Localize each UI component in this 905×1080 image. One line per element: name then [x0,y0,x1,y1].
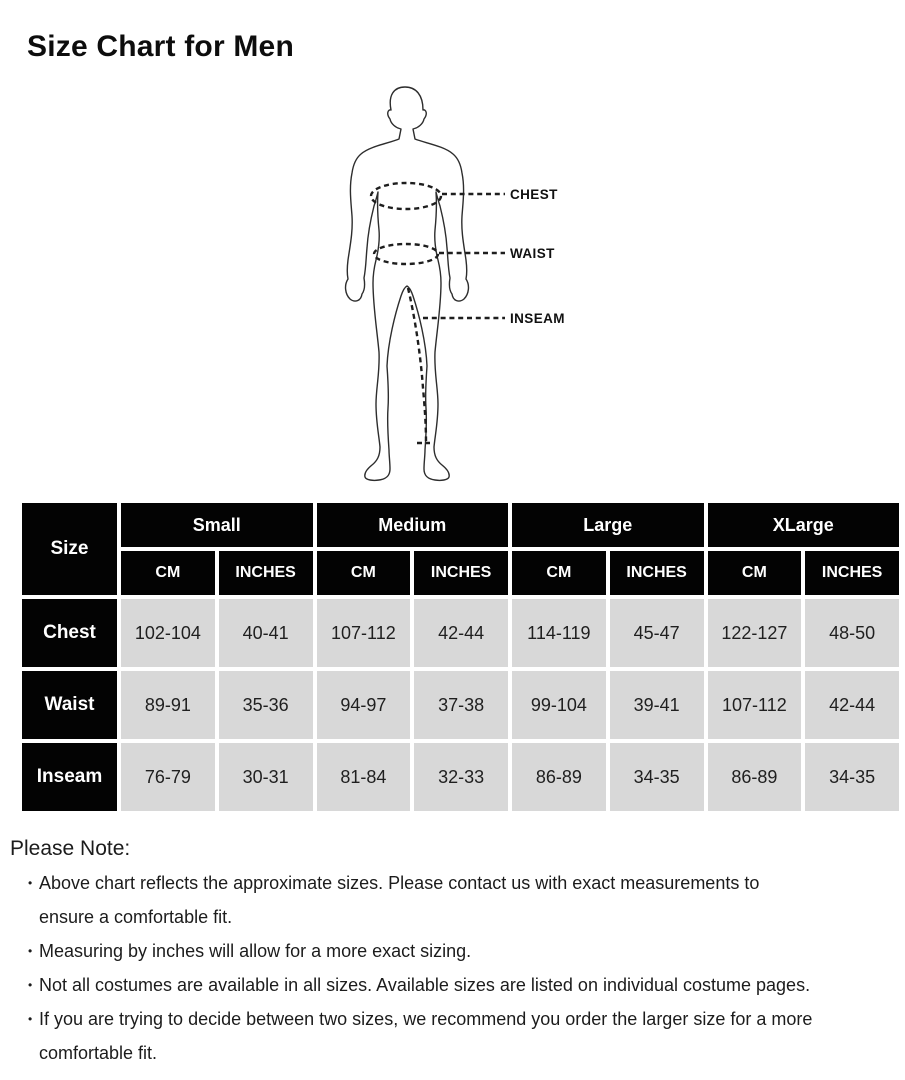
inseam-medium-cm: 81-84 [316,743,411,811]
inseam-measure-line [406,287,428,442]
inseam-large-cm: 86-89 [512,743,606,811]
inseam-medium-inches: 32-33 [414,743,508,811]
chest-small-inches: 40-41 [218,599,313,667]
group-header-medium: Medium [316,503,508,547]
waist-small-inches: 35-36 [218,671,313,739]
chest-measure-ellipse [369,181,443,211]
unit-header-cm: CM [316,551,411,595]
note-text: Above chart reflects the approximate siz… [39,873,760,927]
note-item: • If you are trying to decide between tw… [28,1002,900,1070]
waist-xlarge-inches: 42-44 [805,671,899,739]
chest-xlarge-inches: 48-50 [805,599,899,667]
group-header-large: Large [512,503,704,547]
note-text: Measuring by inches will allow for a mor… [39,941,472,961]
note-item: • Above chart reflects the approximate s… [28,866,900,934]
note-text: If you are trying to decide between two … [39,1009,813,1063]
unit-header-inches: INCHES [805,551,899,595]
unit-header-row: CM INCHES CM INCHES CM INCHES CM INCHES [22,551,899,595]
waist-measure-ellipse [372,242,440,266]
inseam-small-inches: 30-31 [218,743,313,811]
page-title: Size Chart for Men [27,30,294,64]
waist-large-cm: 99-104 [512,671,606,739]
unit-header-inches: INCHES [414,551,508,595]
unit-header-inches: INCHES [218,551,313,595]
chest-large-inches: 45-47 [609,599,704,667]
chest-xlarge-cm: 122-127 [707,599,802,667]
inseam-xlarge-cm: 86-89 [707,743,802,811]
male-body-outline [344,86,470,482]
row-label-waist: Waist [22,671,117,739]
bullet-icon: • [28,944,33,958]
row-label-chest: Chest [22,599,117,667]
chest-medium-cm: 107-112 [316,599,411,667]
bullet-icon: • [28,876,33,890]
inseam-large-inches: 34-35 [609,743,704,811]
row-label-inseam: Inseam [22,743,117,811]
male-figure-svg: CHEST WAIST INSEAM [344,86,565,482]
table-row-chest: Chest 102-104 40-41 107-112 42-44 114-11… [22,599,899,667]
inseam-label: INSEAM [510,311,565,326]
unit-header-cm: CM [707,551,802,595]
waist-small-cm: 89-91 [121,671,215,739]
notes-heading: Please Note: [10,837,131,860]
chest-large-cm: 114-119 [512,599,606,667]
inseam-xlarge-inches: 34-35 [805,743,899,811]
table-row-inseam: Inseam 76-79 30-31 81-84 32-33 86-89 34-… [22,743,899,811]
bullet-icon: • [28,1012,33,1026]
note-item: • Measuring by inches will allow for a m… [28,934,900,968]
unit-header-inches: INCHES [609,551,704,595]
bullet-icon: • [28,978,33,992]
waist-label: WAIST [510,246,555,261]
notes-section: Please Note: • Above chart reflects the … [10,832,900,1070]
note-item: • Not all costumes are available in all … [28,968,900,1002]
size-group-header-row: Size Small Medium Large XLarge [22,503,899,595]
inseam-small-cm: 76-79 [121,743,215,811]
size-corner-header: Size [22,503,117,595]
unit-header-cm: CM [121,551,215,595]
group-header-xlarge: XLarge [707,503,899,547]
waist-large-inches: 39-41 [609,671,704,739]
waist-medium-inches: 37-38 [414,671,508,739]
chest-label: CHEST [510,187,558,202]
body-measurement-diagram: CHEST WAIST INSEAM [320,80,620,490]
chest-small-cm: 102-104 [121,599,215,667]
group-header-small: Small [121,503,313,547]
size-table: Size Small Medium Large XLarge CM INCHES… [18,499,903,815]
note-text: Not all costumes are available in all si… [39,975,811,995]
table-row-waist: Waist 89-91 35-36 94-97 37-38 99-104 39-… [22,671,899,739]
waist-xlarge-cm: 107-112 [707,671,802,739]
unit-header-cm: CM [512,551,606,595]
chest-medium-inches: 42-44 [414,599,508,667]
waist-medium-cm: 94-97 [316,671,411,739]
